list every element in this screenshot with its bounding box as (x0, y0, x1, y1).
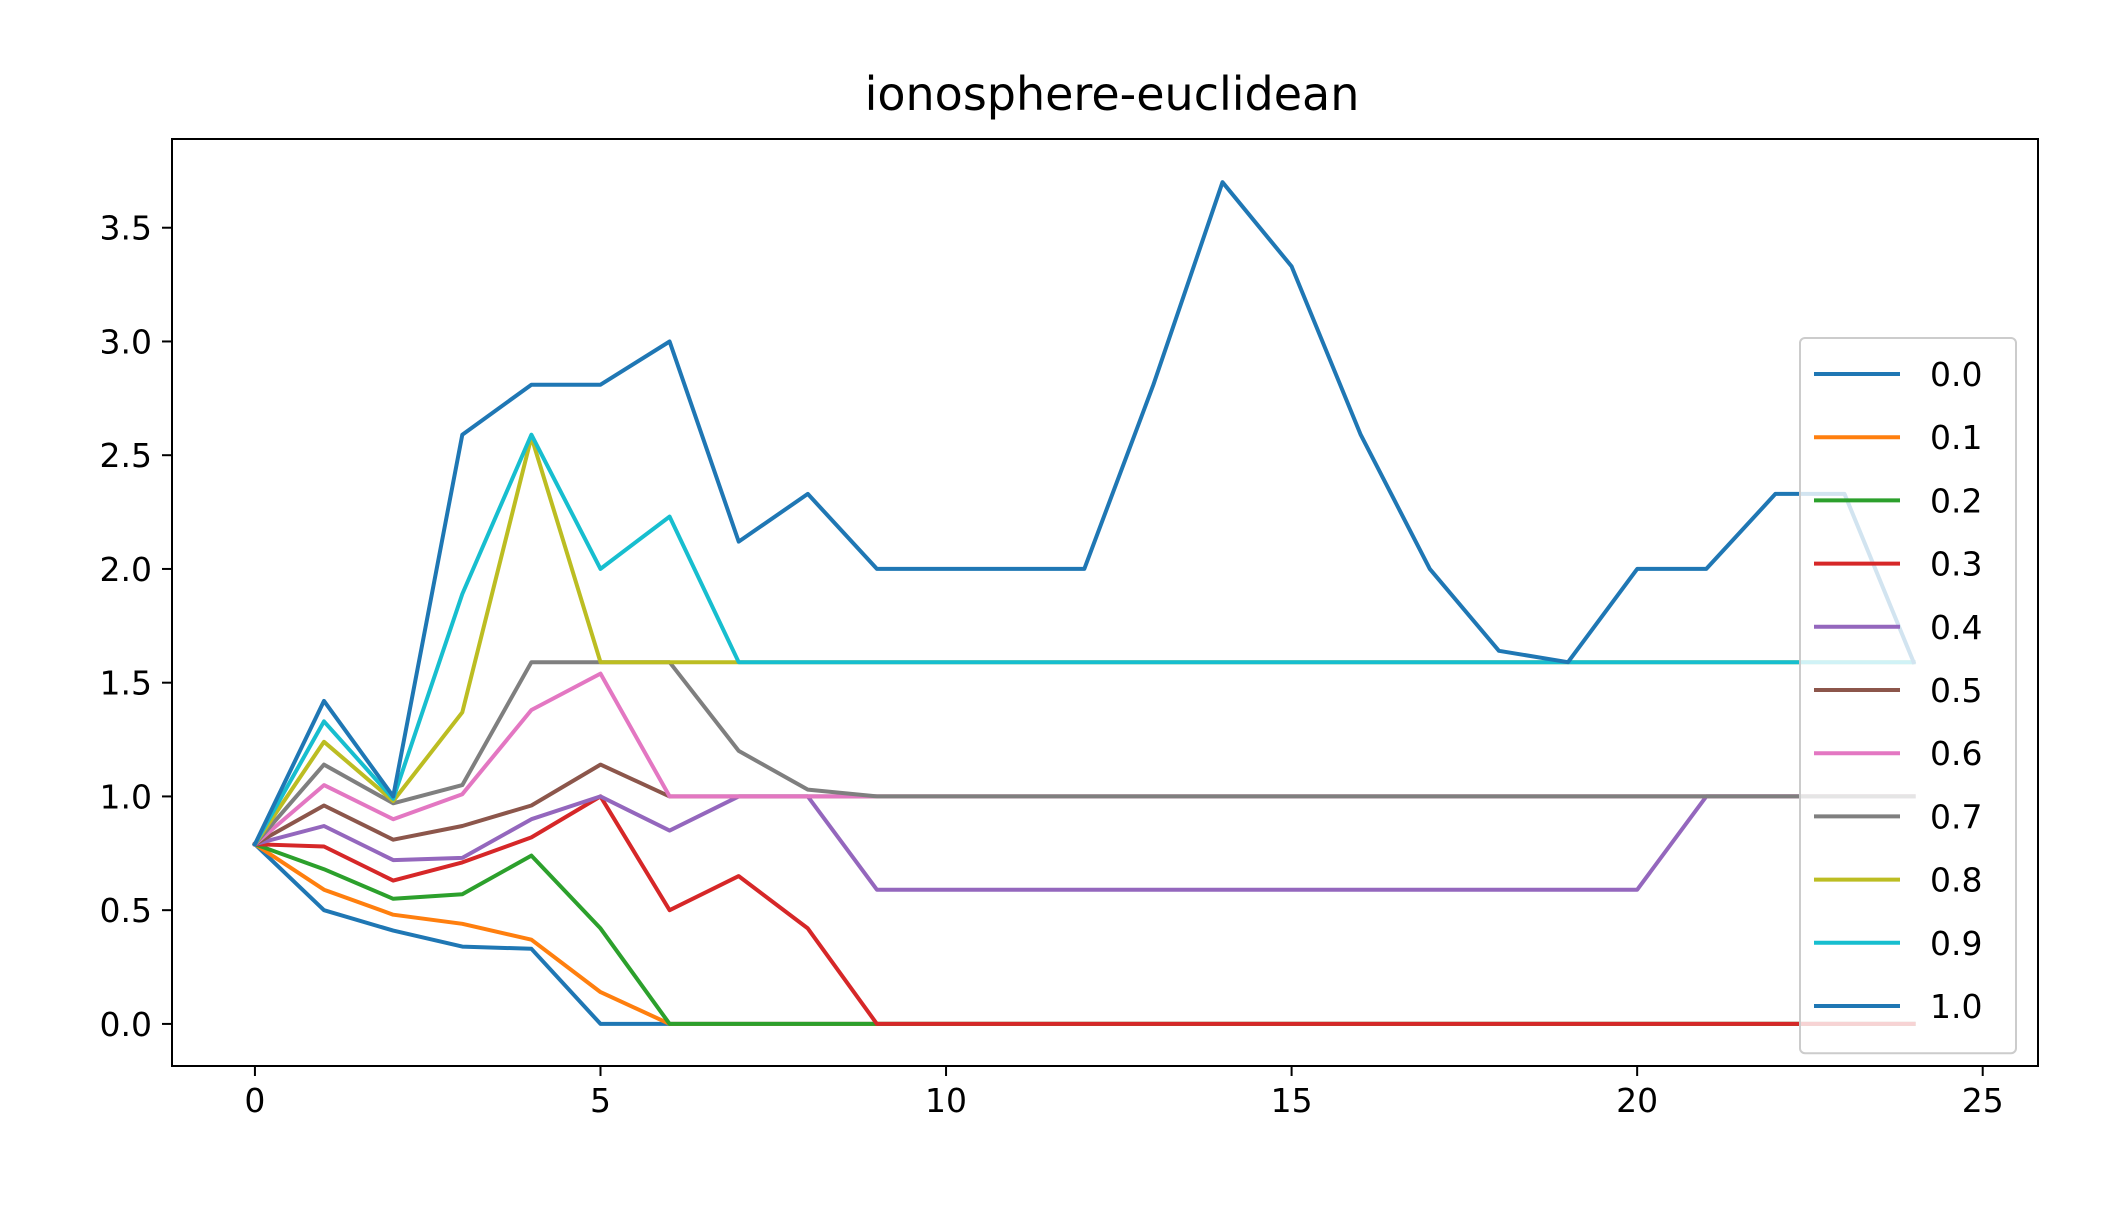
y-tick-label: 3.0 (100, 322, 152, 361)
x-tick-label: 10 (925, 1081, 967, 1120)
legend-label: 0.6 (1930, 734, 1982, 773)
y-tick-label: 2.0 (100, 550, 152, 589)
legend-label: 0.1 (1930, 418, 1982, 457)
series-line-4 (252, 794, 1916, 892)
legend-label: 0.3 (1930, 545, 1982, 584)
x-tick-label: 0 (244, 1081, 265, 1120)
legend-label: 0.5 (1930, 671, 1982, 710)
plot-lines (252, 180, 1917, 1026)
legend-label: 0.2 (1930, 481, 1982, 520)
y-tick-label: 1.0 (100, 777, 152, 816)
legend-box (1799, 337, 2017, 1055)
y-tick-label: 3.5 (100, 209, 152, 248)
series-line-3 (252, 794, 1916, 1026)
x-tick-label: 15 (1271, 1081, 1313, 1120)
legend-label: 0.0 (1930, 355, 1982, 394)
x-tick-label: 5 (590, 1081, 611, 1120)
legend-label: 0.7 (1930, 797, 1982, 836)
y-tick-label: 0.5 (100, 891, 152, 930)
y-tick-label: 0.0 (100, 1005, 152, 1044)
x-axis-ticks: 0 5 10 15 20 25 (244, 1066, 2004, 1120)
y-tick-label: 1.5 (100, 664, 152, 703)
y-axis-ticks: 0.0 0.5 1.0 1.5 2.0 2.5 3.0 3.5 (100, 209, 172, 1044)
plot-frame (171, 138, 2039, 1067)
y-tick-label: 2.5 (100, 436, 152, 475)
chart-title: ionosphere-euclidean (865, 67, 1360, 121)
x-tick-label: 20 (1616, 1081, 1658, 1120)
series-line-9 (252, 432, 1916, 847)
legend: 0.0 0.1 0.2 0.3 0.4 0.5 0.6 0.7 0.8 0.9 1.0 (1799, 337, 2017, 1055)
legend-label: 0.8 (1930, 861, 1982, 900)
legend-label: 0.9 (1930, 924, 1982, 963)
series-line-7 (252, 660, 1916, 848)
legend-label: 0.4 (1930, 608, 1982, 647)
legend-label: 1.0 (1930, 987, 1982, 1026)
x-tick-label: 25 (1962, 1081, 2004, 1120)
series-line-10 (252, 180, 1917, 847)
